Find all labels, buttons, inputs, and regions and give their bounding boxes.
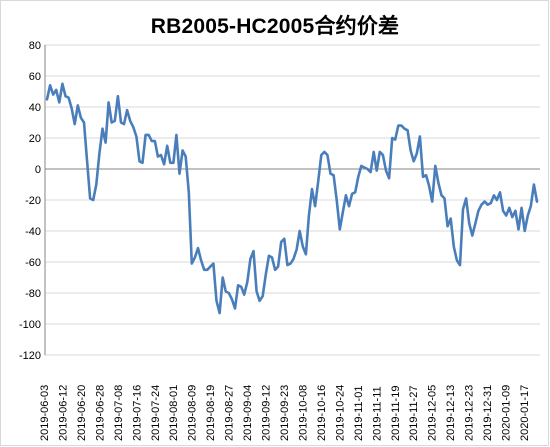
y-tick-label: 20 [29, 133, 41, 145]
y-axis-tick-labels: 80 60 40 20 0 -20 -40 -60 -80 -100 -120 [19, 40, 41, 362]
x-tick-label: 2020-01-09 [501, 385, 513, 441]
x-tick-label: 2019-11-11 [371, 386, 383, 441]
x-tick-label: 2019-10-08 [297, 385, 309, 441]
x-tick-label: 2019-08-01 [168, 385, 180, 441]
x-tick-label: 2019-11-01 [353, 386, 365, 441]
x-tick-label: 2020-01-17 [519, 385, 531, 441]
x-tick-label: 2019-06-20 [76, 385, 88, 441]
y-tick-label: -40 [25, 226, 41, 238]
x-tick-label: 2019-08-09 [187, 385, 199, 441]
x-tick-label: 2019-07-16 [131, 385, 143, 441]
x-tick-label: 2019-09-23 [279, 385, 291, 441]
y-tick-label: 0 [35, 164, 41, 176]
x-tick-label: 2019-12-13 [445, 385, 457, 441]
x-tick-label: 2019-11-27 [408, 386, 420, 441]
series-layer [45, 82, 539, 315]
y-tick-label: -20 [25, 195, 41, 207]
y-tick-label: 40 [29, 102, 41, 114]
x-axis-tick-labels: 2019-06-03 2019-06-12 2019-06-20 2019-06-28… [39, 385, 531, 441]
x-tick-label: 2019-12-05 [427, 385, 439, 441]
y-tick-label: 80 [29, 40, 41, 52]
x-tick-label: 2019-06-03 [39, 385, 51, 441]
y-tick-label: -100 [19, 319, 41, 331]
y-tick-label: -80 [25, 288, 41, 300]
x-tick-label: 2019-06-28 [94, 385, 106, 441]
y-tick-label: 60 [29, 71, 41, 83]
x-tick-label: 2019-09-04 [242, 385, 254, 441]
x-tick-label: 2019-12-31 [482, 385, 494, 441]
x-tick-label: 2019-07-24 [150, 385, 162, 441]
x-tick-label: 2019-07-08 [113, 385, 125, 441]
x-tick-label: 2019-10-24 [334, 385, 346, 441]
x-tick-label: 2019-09-12 [261, 385, 273, 441]
axes [44, 45, 540, 355]
x-tick-label: 2019-06-12 [57, 385, 69, 441]
y-tick-label: -60 [25, 257, 41, 269]
x-tick-label: 2019-10-16 [316, 385, 328, 441]
chart-title: RB2005-HC2005合约价差 [150, 15, 400, 38]
x-tick-label: 2019-08-27 [224, 385, 236, 441]
series-line [45, 82, 539, 315]
x-tick-label: 2019-12-23 [464, 385, 476, 441]
x-tick-label: 2019-08-19 [205, 385, 217, 441]
y-tick-label: -120 [19, 350, 41, 362]
x-tick-label: 2019-11-19 [390, 386, 402, 441]
